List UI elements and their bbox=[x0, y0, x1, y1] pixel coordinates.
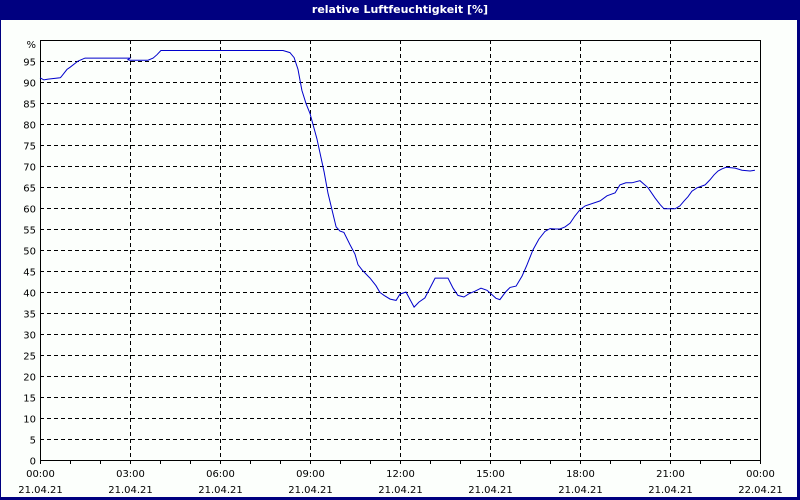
x-tick-time-label: 00:00 bbox=[746, 469, 775, 480]
y-tick-label: 15 bbox=[23, 394, 36, 405]
x-tick-time-label: 21:00 bbox=[656, 469, 685, 480]
y-tick-label: 25 bbox=[23, 352, 36, 363]
y-tick-label: 65 bbox=[23, 184, 36, 195]
y-tick-label: 0 bbox=[30, 457, 36, 468]
chart-panel bbox=[1, 20, 797, 497]
y-tick-label: 30 bbox=[23, 331, 36, 342]
y-tick-label: 20 bbox=[23, 373, 36, 384]
x-tick-date-label: 21.04.21 bbox=[468, 485, 513, 496]
y-tick-label: 85 bbox=[23, 100, 36, 111]
y-tick-label: 95 bbox=[23, 58, 36, 69]
data-line-humidity bbox=[39, 50, 755, 308]
plot-frame bbox=[40, 40, 761, 461]
y-tick-label: 60 bbox=[23, 205, 36, 216]
y-tick-label: 70 bbox=[23, 163, 36, 174]
x-tick-date-label: 21.04.21 bbox=[108, 485, 153, 496]
y-tick-label: 35 bbox=[23, 310, 36, 321]
x-tick-date-label: 21.04.21 bbox=[558, 485, 603, 496]
y-tick-label: 5 bbox=[30, 436, 36, 447]
chart-title: relative Luftfeuchtigkeit [%] bbox=[311, 3, 489, 16]
x-tick-date-label: 21.04.21 bbox=[648, 485, 693, 496]
y-tick-label: 50 bbox=[23, 247, 36, 258]
y-tick-label: 45 bbox=[23, 268, 36, 279]
x-tick-time-label: 03:00 bbox=[116, 469, 145, 480]
y-unit-label: % bbox=[26, 40, 36, 51]
y-tick-label: 75 bbox=[23, 142, 36, 153]
y-tick-label: 55 bbox=[23, 226, 36, 237]
y-tick-label: 10 bbox=[23, 415, 36, 426]
x-tick-date-label: 22.04.21 bbox=[738, 485, 783, 496]
x-tick-date-label: 21.04.21 bbox=[18, 485, 63, 496]
x-tick-time-label: 00:00 bbox=[26, 469, 55, 480]
x-tick-time-label: 09:00 bbox=[296, 469, 325, 480]
x-tick-time-label: 06:00 bbox=[206, 469, 235, 480]
x-tick-date-label: 21.04.21 bbox=[378, 485, 423, 496]
x-tick-time-label: 12:00 bbox=[386, 469, 415, 480]
x-tick-time-label: 18:00 bbox=[566, 469, 595, 480]
x-tick-time-label: 15:00 bbox=[476, 469, 505, 480]
x-tick-date-label: 21.04.21 bbox=[288, 485, 333, 496]
y-tick-label: 40 bbox=[23, 289, 36, 300]
y-tick-label: 80 bbox=[23, 121, 36, 132]
x-tick-date-label: 21.04.21 bbox=[198, 485, 243, 496]
y-tick-label: 90 bbox=[23, 79, 36, 90]
